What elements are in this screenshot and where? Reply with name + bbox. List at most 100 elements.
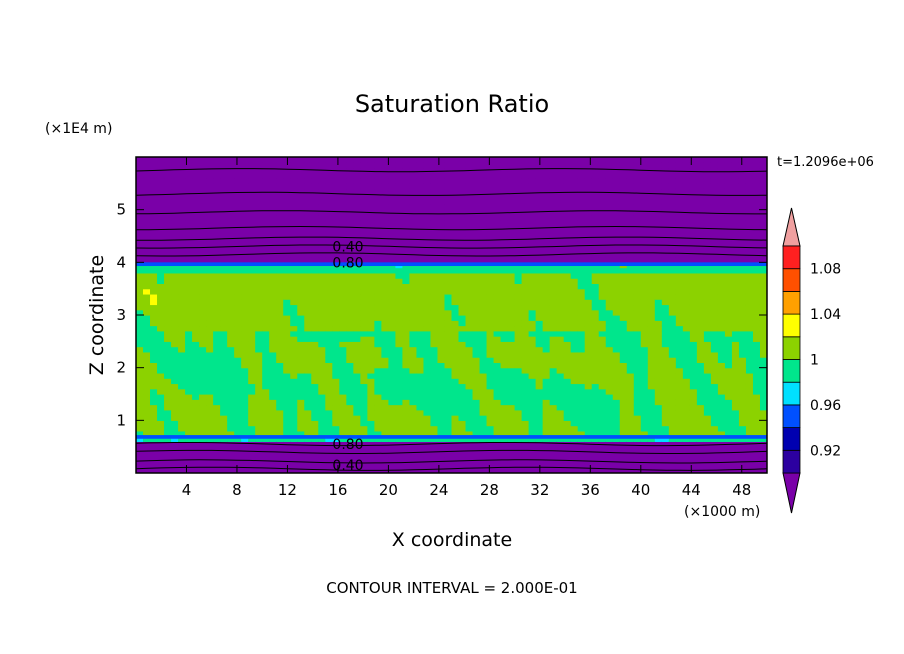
heatmap-cell (465, 446, 474, 453)
heatmap-cell (570, 251, 579, 258)
heatmap-cell (542, 209, 551, 216)
heatmap-cell (276, 467, 284, 473)
heatmap-cell (325, 220, 333, 227)
heatmap-cell (283, 341, 291, 348)
heatmap-cell (570, 162, 579, 169)
heatmap-cell (325, 341, 333, 348)
heatmap-cell (290, 209, 298, 216)
heatmap-cell (262, 293, 270, 300)
heatmap-cell (164, 188, 172, 195)
heatmap-cell (542, 204, 551, 211)
heatmap-cell (465, 309, 474, 316)
heatmap-cell (430, 257, 439, 263)
heatmap-cell (549, 341, 558, 348)
heatmap-cell (619, 293, 628, 300)
heatmap-cell (297, 304, 305, 311)
heatmap-cell (542, 399, 551, 406)
heatmap-cell (626, 199, 635, 205)
heatmap-cell (479, 346, 488, 353)
heatmap-cell (150, 446, 158, 453)
heatmap-cell (465, 272, 474, 279)
heatmap-cell (514, 167, 523, 174)
heatmap-cell (696, 199, 705, 205)
heatmap-cell (423, 214, 432, 221)
heatmap-cell (626, 451, 635, 458)
heatmap-cell (318, 278, 326, 284)
heatmap-cell (472, 409, 481, 416)
heatmap-cell (402, 209, 411, 216)
heatmap-cell (346, 336, 354, 342)
heatmap-cell (423, 446, 432, 453)
heatmap-cell (661, 457, 670, 464)
heatmap-cell (703, 299, 712, 306)
heatmap-cell (563, 367, 572, 374)
heatmap-cell (304, 451, 312, 458)
heatmap-cell (612, 257, 621, 263)
heatmap-cell (437, 367, 446, 374)
heatmap-cell (164, 378, 172, 385)
heatmap-cell (353, 157, 361, 163)
heatmap-cell (528, 220, 537, 227)
heatmap-cell (220, 283, 228, 290)
heatmap-cell (346, 457, 354, 464)
heatmap-cell (325, 404, 333, 411)
heatmap-cell (500, 304, 509, 311)
heatmap-cell (577, 325, 586, 332)
heatmap-cell (185, 293, 193, 300)
heatmap-cell (402, 383, 411, 390)
heatmap-cell (178, 293, 186, 300)
heatmap-cell (486, 204, 495, 211)
heatmap-cell (444, 357, 453, 363)
heatmap-cell (472, 209, 481, 216)
heatmap-cell (192, 246, 200, 253)
heatmap-cell (682, 278, 691, 284)
heatmap-cell (402, 430, 411, 437)
heatmap-cell (325, 162, 333, 169)
heatmap-cell (269, 372, 277, 379)
heatmap-cell (171, 320, 179, 327)
heatmap-cell (479, 172, 488, 179)
heatmap-cell (563, 378, 572, 385)
heatmap-cell (472, 193, 481, 200)
heatmap-cell (332, 394, 340, 400)
heatmap-cell (493, 451, 502, 458)
heatmap-cell (178, 188, 186, 195)
heatmap-cell (234, 278, 242, 284)
heatmap-cell (458, 320, 467, 327)
heatmap-cell (479, 257, 488, 263)
heatmap-cell (612, 283, 621, 290)
heatmap-cell (605, 409, 614, 416)
heatmap-cell (248, 288, 256, 295)
heatmap-cell (150, 178, 158, 184)
heatmap-cell (332, 293, 340, 300)
heatmap-cell (220, 467, 228, 473)
heatmap-cell (640, 441, 649, 448)
heatmap-cell (451, 251, 460, 258)
heatmap-cell (486, 299, 495, 306)
heatmap-cell (500, 315, 509, 321)
heatmap-cell (605, 451, 614, 458)
heatmap-cell (395, 330, 404, 337)
heatmap-cell (402, 278, 411, 284)
heatmap-cell (318, 457, 326, 464)
heatmap-cell (269, 420, 277, 427)
heatmap-cell (444, 457, 453, 464)
heatmap-cell (234, 199, 242, 205)
heatmap-cell (325, 425, 333, 432)
heatmap-cell (192, 214, 200, 221)
heatmap-cell (423, 283, 432, 290)
heatmap-cell (213, 293, 221, 300)
heatmap-cell (213, 325, 221, 332)
heatmap-cell (346, 357, 354, 363)
heatmap-cell (549, 157, 558, 163)
heatmap-cell (381, 251, 389, 258)
heatmap-cell (241, 214, 249, 221)
heatmap-cell (276, 230, 284, 237)
heatmap-cell (542, 293, 551, 300)
heatmap-cell (521, 383, 530, 390)
heatmap-cell (465, 362, 474, 369)
heatmap-cell (381, 193, 389, 200)
heatmap-cell (143, 320, 151, 327)
heatmap-cell (689, 367, 698, 374)
heatmap-cell (395, 178, 404, 184)
